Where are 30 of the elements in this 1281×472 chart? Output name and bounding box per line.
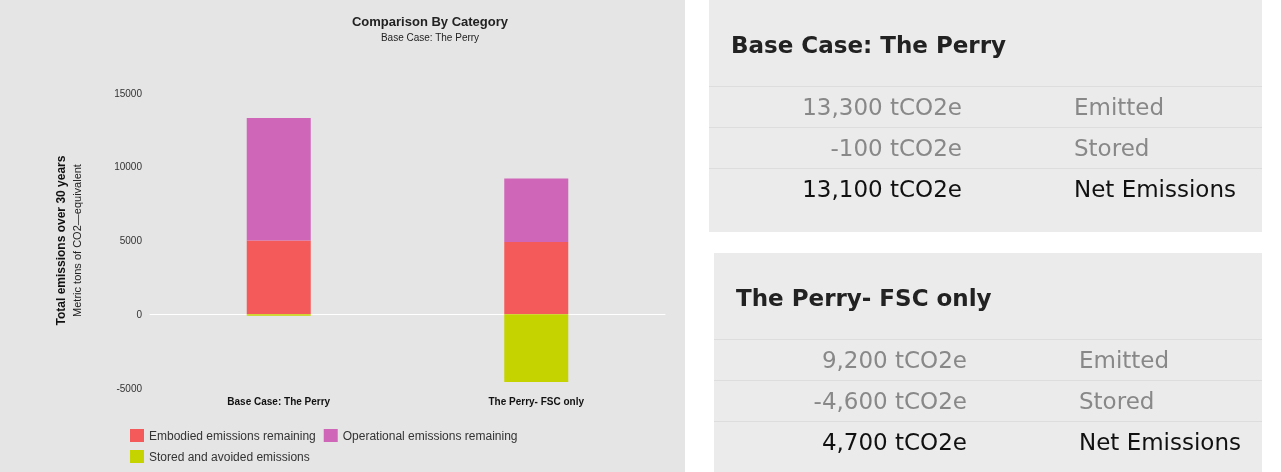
text: 13,300 tCO2e (801, 94, 963, 120)
text: Emitted (1073, 94, 1165, 120)
bar (504, 241, 569, 315)
bar (246, 240, 311, 315)
text: Net Emissions (1078, 429, 1241, 455)
y-tick-label: -5000 (116, 382, 143, 394)
text: Stored (1078, 388, 1155, 414)
y-tick-label: 5000 (119, 235, 143, 246)
bar (246, 118, 311, 241)
text: -100 tCO2e (829, 135, 963, 161)
legend-label: Operational emissions remaining (342, 428, 518, 443)
legend-label: Stored and avoided emissions (149, 449, 310, 464)
text: -4,600 tCO2e (812, 388, 968, 414)
y-tick-label: 10000 (114, 161, 143, 173)
legend-label: Embodied emissions remaining (149, 428, 316, 443)
chart-subtitle: Base Case: The Perry (380, 31, 480, 43)
chart-title: Comparison By Category (351, 14, 509, 29)
text: Emitted (1078, 347, 1170, 373)
text: The Perry- FSC only (735, 284, 993, 313)
text: Net Emissions (1073, 176, 1236, 202)
text: Stored (1073, 135, 1150, 161)
y-tick-label: 15000 (114, 87, 143, 99)
text: 4,700 tCO2e (820, 429, 968, 455)
text: Base Case: The Perry (730, 31, 1008, 60)
y-tick-label: 0 (136, 308, 143, 320)
text: 13,100 tCO2e (801, 176, 963, 202)
bar (504, 314, 569, 383)
bar (504, 178, 569, 242)
y-axis-title: Total emissions over 30 years Metric tons of CO2—equivalent (54, 155, 83, 326)
text: 9,200 tCO2e (820, 347, 968, 373)
